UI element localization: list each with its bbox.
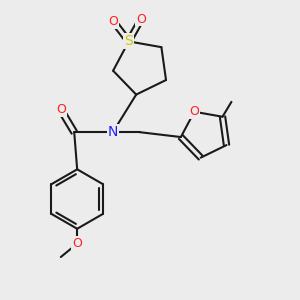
Text: O: O	[136, 13, 146, 26]
Text: O: O	[189, 105, 199, 118]
Text: N: N	[108, 125, 118, 139]
Text: O: O	[72, 237, 82, 250]
Text: O: O	[56, 103, 66, 116]
Text: O: O	[108, 15, 118, 28]
Text: S: S	[124, 34, 133, 48]
